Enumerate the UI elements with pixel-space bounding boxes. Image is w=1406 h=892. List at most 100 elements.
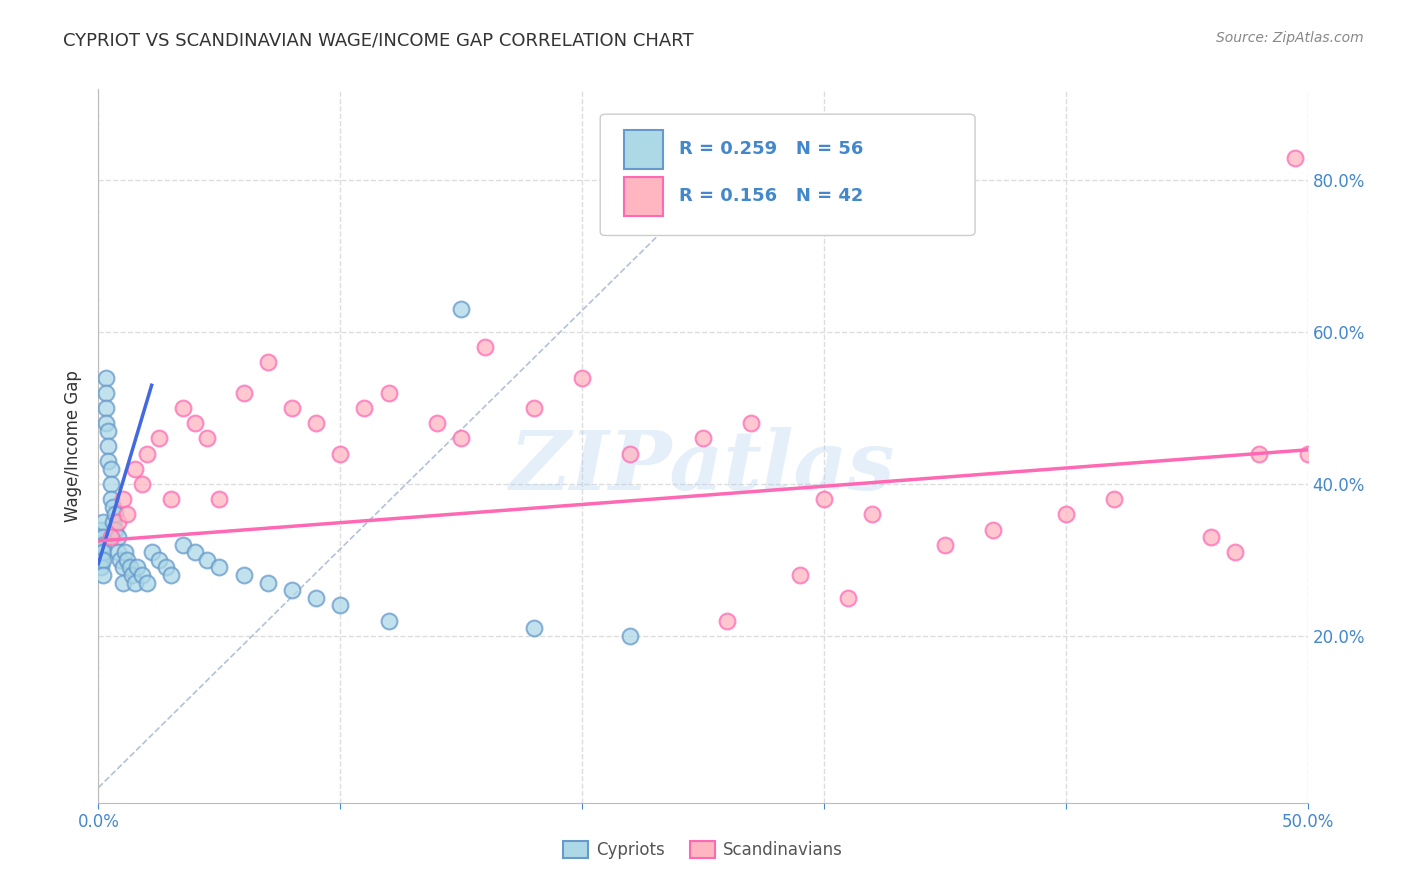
Point [104, 508, 127, 522]
Point [90, 530, 112, 544]
Point [100, 530, 122, 544]
Text: R = 0.259   N = 56: R = 0.259 N = 56 [679, 140, 863, 158]
Point [100, 462, 122, 476]
Point [90, 538, 112, 552]
Point [91, 568, 114, 582]
Point [1284, 151, 1306, 165]
Point [860, 508, 883, 522]
Point [94, 416, 117, 430]
Point [141, 545, 163, 559]
Point [740, 416, 762, 430]
Point [91, 515, 114, 529]
FancyBboxPatch shape [624, 177, 664, 216]
FancyBboxPatch shape [600, 114, 976, 235]
Point [90, 553, 112, 567]
Point [1102, 492, 1125, 507]
Point [94, 401, 117, 415]
Point [135, 447, 157, 461]
Text: ZIPatlas: ZIPatlas [510, 427, 896, 508]
Point [90, 545, 112, 559]
Point [619, 629, 641, 643]
Point [94, 370, 117, 384]
FancyBboxPatch shape [624, 130, 664, 169]
Point [111, 575, 134, 590]
Point [107, 530, 129, 544]
Point [172, 401, 194, 415]
Point [329, 447, 352, 461]
Point [1199, 530, 1222, 544]
Point [101, 515, 124, 529]
Point [256, 355, 278, 369]
Point [232, 568, 254, 582]
Point [281, 401, 304, 415]
Point [450, 302, 472, 317]
Point [184, 416, 207, 430]
Point [1223, 545, 1246, 559]
Legend: Cypriots, Scandinavians: Cypriots, Scandinavians [557, 834, 849, 866]
Point [184, 545, 207, 559]
Point [104, 523, 127, 537]
Point [111, 560, 134, 574]
Point [256, 575, 278, 590]
Point [474, 340, 496, 354]
Point [118, 560, 141, 574]
Point [121, 568, 143, 582]
Point [716, 614, 738, 628]
Point [934, 538, 956, 552]
Point [305, 591, 328, 605]
Point [117, 508, 139, 522]
Point [789, 568, 811, 582]
Point [426, 416, 449, 430]
Point [100, 477, 122, 491]
Point [305, 416, 328, 430]
Point [571, 370, 593, 384]
Point [172, 538, 194, 552]
Point [91, 545, 114, 559]
Point [131, 568, 153, 582]
Point [232, 385, 254, 400]
Point [523, 621, 546, 635]
Point [111, 492, 134, 507]
Point [619, 447, 641, 461]
Point [523, 401, 546, 415]
Point [377, 614, 399, 628]
Point [160, 568, 183, 582]
Point [107, 545, 129, 559]
Point [195, 431, 218, 445]
Point [131, 477, 153, 491]
Point [94, 385, 117, 400]
Point [837, 591, 859, 605]
Point [155, 560, 177, 574]
Point [91, 538, 114, 552]
Text: R = 0.156   N = 42: R = 0.156 N = 42 [679, 187, 863, 205]
Point [208, 492, 231, 507]
Point [124, 575, 146, 590]
Y-axis label: Wage/Income Gap: Wage/Income Gap [65, 370, 83, 522]
Point [281, 583, 304, 598]
Point [117, 553, 139, 567]
Point [981, 523, 1004, 537]
Point [90, 560, 112, 574]
Point [1054, 508, 1077, 522]
Point [91, 553, 114, 567]
Point [160, 492, 183, 507]
Point [101, 500, 124, 514]
Point [108, 553, 131, 567]
Point [148, 431, 170, 445]
Point [97, 439, 120, 453]
Point [208, 560, 231, 574]
Point [377, 385, 399, 400]
Point [91, 530, 114, 544]
Point [329, 599, 352, 613]
Point [1249, 447, 1271, 461]
Point [450, 431, 472, 445]
Point [148, 553, 170, 567]
Point [1296, 447, 1319, 461]
Point [195, 553, 218, 567]
Point [353, 401, 375, 415]
Point [97, 454, 120, 468]
Text: CYPRIOT VS SCANDINAVIAN WAGE/INCOME GAP CORRELATION CHART: CYPRIOT VS SCANDINAVIAN WAGE/INCOME GAP … [63, 31, 695, 49]
Point [692, 431, 714, 445]
Point [813, 492, 835, 507]
Text: Source: ZipAtlas.com: Source: ZipAtlas.com [1216, 31, 1364, 45]
